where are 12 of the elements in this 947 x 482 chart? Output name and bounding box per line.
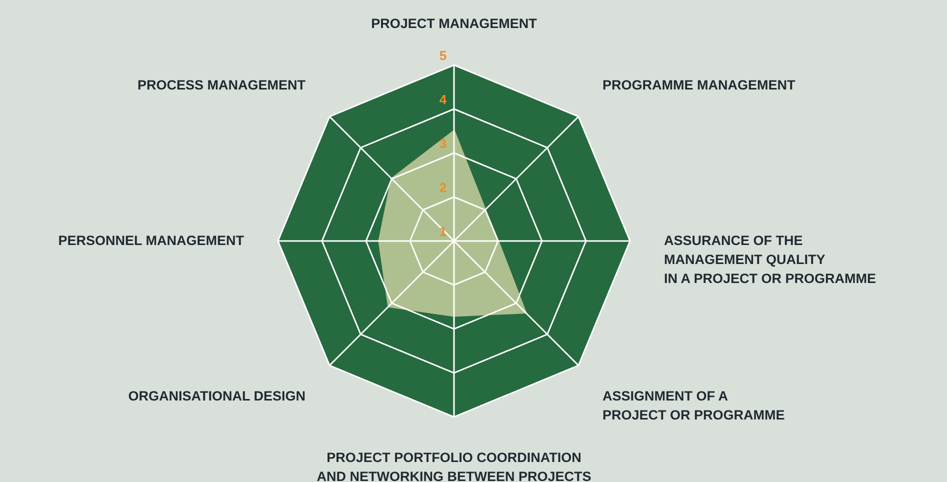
- spoke-label: PROCESS MANAGEMENT: [137, 78, 306, 93]
- spoke-label: PROJECT PORTFOLIO COORDINATION AND NETWORKING BETWEEN PROJECTS: [316, 450, 592, 482]
- spoke-label: ORGANISATIONAL DESIGN: [128, 388, 306, 404]
- y-tick-label: 4: [439, 92, 448, 107]
- spoke-label: ASSIGNMENT OF A PROJECT OR PROGRAMME: [602, 388, 785, 422]
- spoke-label: PROGRAMME MANAGEMENT: [602, 78, 796, 93]
- y-tick-label: 2: [439, 180, 447, 195]
- spoke-label: ASSURANCE OF THE MANAGEMENT QUALITY IN A PROJECT OR PROGRAMME: [664, 233, 876, 286]
- spoke-label: PERSONNEL MANAGEMENT: [58, 233, 245, 248]
- spoke-label: PROJECT MANAGEMENT: [371, 16, 538, 31]
- y-tick-label: 3: [439, 136, 447, 151]
- y-tick-label: 5: [439, 48, 447, 63]
